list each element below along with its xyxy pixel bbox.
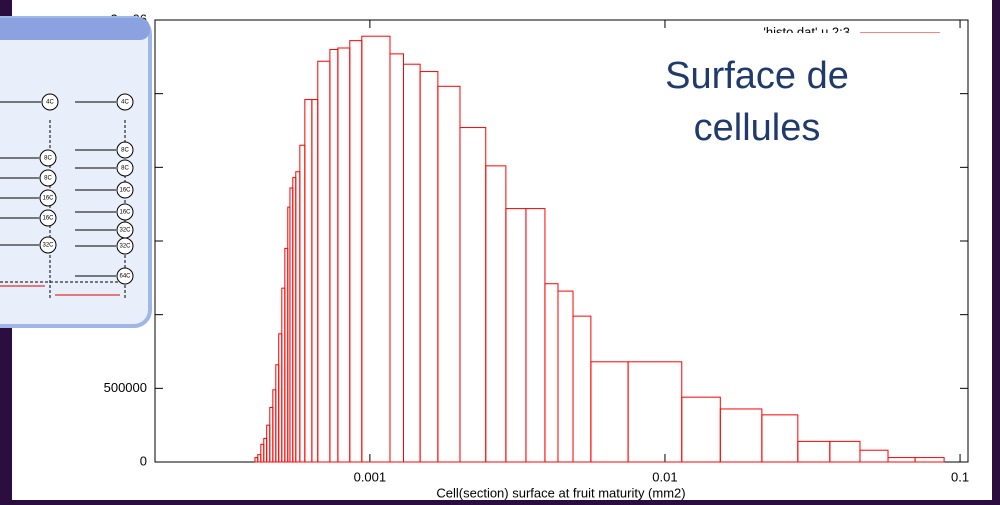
inset-node-label: 32C <box>119 228 131 234</box>
inset-node-label: 8C <box>44 176 52 182</box>
inset-diagram: 4C 4C 8C 8C 16C 16C 32C 8C 8C 16C 16C 32C 32C 64C <box>0 16 152 328</box>
inset-node-label: 16C <box>42 216 54 222</box>
x-axis-label: Cell(section) surface at fruit maturity … <box>436 485 685 500</box>
inset-node <box>39 149 57 167</box>
x-tick-label: 0.001 <box>354 469 387 484</box>
inset-node <box>39 169 57 187</box>
y-tick-label: 500000 <box>104 380 147 395</box>
inset-node-label: 8C <box>121 148 129 154</box>
callout-text: cellules <box>694 107 821 149</box>
inset-node-label: 8C <box>121 166 129 172</box>
inset-node <box>39 236 57 254</box>
bar <box>914 457 945 463</box>
inset-node <box>116 93 134 111</box>
inset-node <box>39 209 57 227</box>
inset-node-label: 64C <box>119 274 131 280</box>
inset-node-label: 8C <box>44 156 52 162</box>
x-tick-label: 0.01 <box>652 469 677 484</box>
inset-node <box>116 159 134 177</box>
bar <box>761 414 799 463</box>
inset-node <box>41 93 59 111</box>
inset-node <box>116 203 134 221</box>
inset-node-label: 4C <box>46 100 54 106</box>
inset-node <box>39 189 57 207</box>
inset-header <box>0 18 150 40</box>
inset-node-label: 16C <box>42 196 54 202</box>
callout-text: Surface de <box>665 55 849 97</box>
y-tick-label: 0 <box>140 453 147 468</box>
inset-node <box>116 267 134 285</box>
inset-node <box>116 181 134 199</box>
inset-node <box>116 141 134 159</box>
inset-node-label: 16C <box>119 188 131 194</box>
inset-node-label: 16C <box>119 210 131 216</box>
callout-box <box>573 33 940 168</box>
inset-node <box>116 237 134 255</box>
inset-node-label: 4C <box>121 100 129 106</box>
bar <box>859 449 889 463</box>
inset-node-label: 32C <box>42 243 54 249</box>
x-tick-label: 0.1 <box>951 469 969 484</box>
inset-node-label: 32C <box>119 244 131 250</box>
